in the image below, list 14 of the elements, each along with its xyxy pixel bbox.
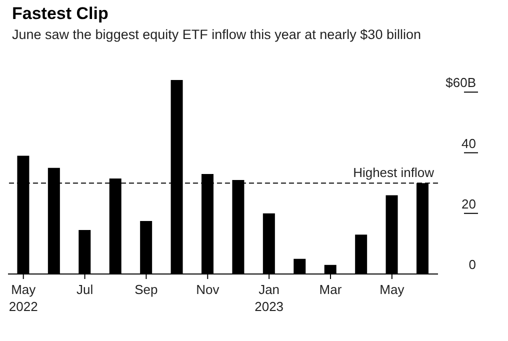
y-tick-label: $60B: [446, 75, 476, 90]
y-tick-label: 40: [462, 136, 476, 151]
y-tick-label: 20: [462, 196, 476, 212]
x-tick-label: Mar: [319, 282, 342, 297]
x-tick-label: Nov: [196, 282, 220, 297]
ref-line-label: Highest inflow: [353, 165, 435, 180]
chart-subtitle: June saw the biggest equity ETF inflow this year at nearly $30 billion: [12, 27, 421, 42]
x-tick-label: Sep: [134, 282, 158, 297]
chart-title: Fastest Clip: [12, 4, 108, 24]
x-tick-label: Jul: [76, 282, 94, 297]
x-tick-label: May 2022: [8, 282, 38, 314]
y-tick-label: 0: [468, 257, 476, 272]
x-tick-label: Jan 2023: [254, 282, 284, 314]
x-tick-label: May: [380, 282, 405, 297]
